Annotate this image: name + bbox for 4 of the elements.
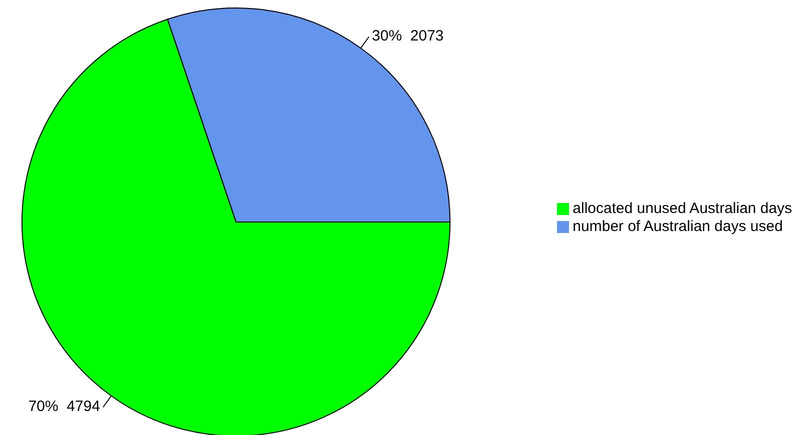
data-label: 30% 2073 — [372, 28, 444, 45]
data-label: 70% 4794 — [28, 398, 100, 416]
legend-label: number of Australian days used — [572, 218, 783, 235]
legend-label: allocated unused Australian days — [572, 200, 792, 217]
